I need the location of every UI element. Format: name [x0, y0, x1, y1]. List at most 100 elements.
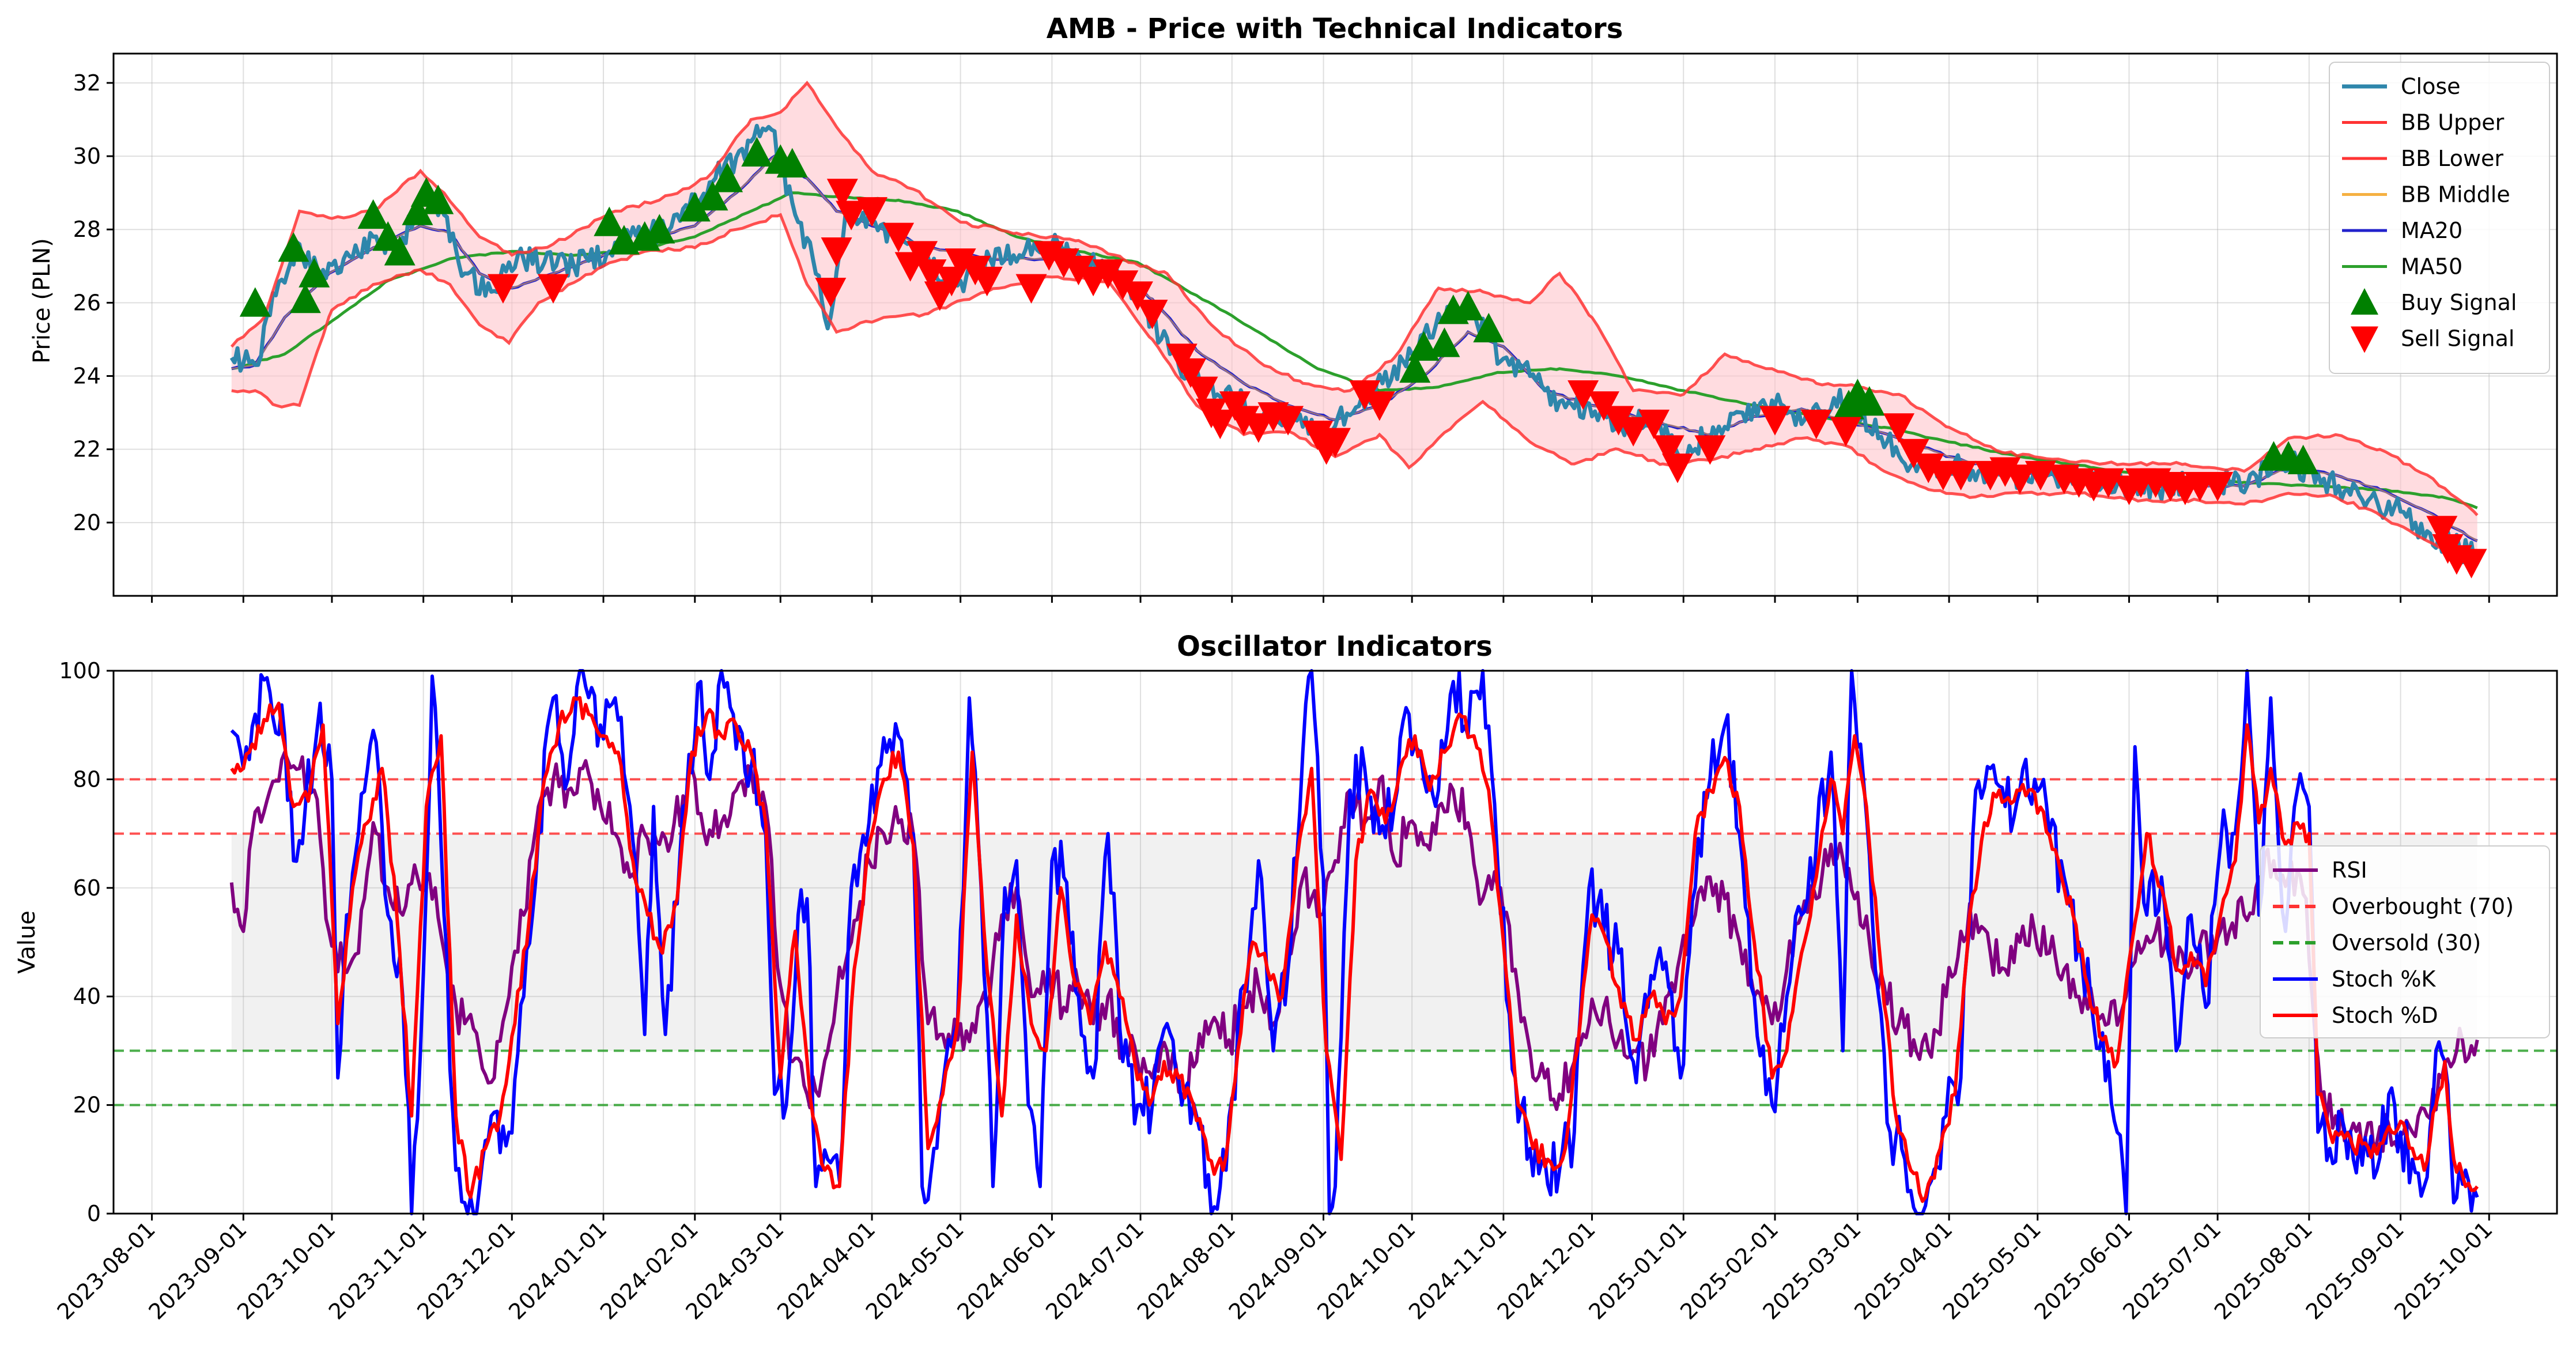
buy-signal-marker — [679, 192, 711, 222]
price-y-tick-label: 32 — [73, 70, 101, 96]
sell-signal-marker — [1063, 255, 1094, 286]
oscillator-y-ticks: 0 20 40 60 80 100 — [59, 658, 114, 1226]
sell-signal-marker — [1363, 391, 1395, 421]
sell-signal-marker — [1662, 454, 1694, 483]
buy-signal-marker — [1853, 386, 1885, 416]
sell-signal-marker — [1272, 406, 1304, 436]
legend-label: MA50 — [2401, 254, 2462, 279]
legend-swatch — [2351, 288, 2378, 315]
sell-signal-marker — [1136, 300, 1168, 330]
legend-label: BB Lower — [2401, 146, 2503, 171]
legend-label: Oversold (30) — [2332, 930, 2481, 955]
oscillator-y-axis-label: Value — [14, 910, 40, 974]
oscillator-y-tick-label: 20 — [73, 1093, 101, 1118]
price-legend-box — [2329, 62, 2550, 374]
buy-signal-marker — [741, 137, 773, 167]
sell-signal-marker — [2202, 471, 2234, 502]
sell-signal-marker — [487, 274, 519, 304]
sell-signal-marker — [883, 222, 915, 252]
sell-signal-marker — [1015, 274, 1047, 304]
legend-label: BB Middle — [2401, 182, 2510, 207]
sell-signal-marker — [971, 266, 1003, 297]
sell-signal-marker — [2426, 516, 2458, 546]
price-panel: AMB - Price with Technical Indicators Pr… — [29, 13, 2558, 603]
sell-signal-marker — [1349, 380, 1381, 410]
sell-signal-marker — [1638, 409, 1670, 440]
oscillator-y-tick-label: 0 — [87, 1201, 101, 1226]
price-x-ticks — [151, 596, 2490, 603]
buy-signal-marker — [357, 199, 389, 229]
sell-signal-marker — [924, 281, 955, 311]
legend-label: RSI — [2332, 857, 2367, 883]
buy-signal-marker — [402, 195, 433, 225]
sell-signal-marker — [2004, 464, 2036, 494]
oscillator-plot-area — [114, 669, 2557, 1215]
oscillator-axes-frame — [112, 670, 2558, 1215]
sell-signal-marker — [1618, 417, 1649, 447]
price-y-tick-label: 28 — [73, 217, 101, 242]
buy-signal-marker — [384, 236, 416, 266]
oscillator-legend: RSI Overbought (70) Oversold (30) Stoch %K S… — [2260, 845, 2550, 1038]
buy-signal-marker — [289, 283, 321, 313]
sell-signal-marker — [1121, 281, 1153, 311]
legend-label: Close — [2401, 74, 2461, 99]
price-y-tick-label: 30 — [73, 143, 101, 169]
sell-signal-marker — [2024, 460, 2056, 491]
oscillator-y-tick-label: 80 — [73, 766, 101, 792]
price-gridlines — [114, 54, 2557, 596]
buy-signal-marker — [299, 258, 330, 288]
price-y-tick-label: 26 — [73, 290, 101, 315]
sell-signal-marker — [1175, 358, 1207, 388]
price-legend: Close BB Upper BB Lower BB Middle MA20 MA50 Bu… — [2329, 62, 2550, 374]
price-y-tick-label: 24 — [73, 364, 101, 389]
buy-signal-marker — [1399, 353, 1431, 383]
sell-signal-marker — [537, 274, 569, 304]
sell-signal-marker — [1567, 380, 1599, 410]
buy-signal-marker — [422, 184, 454, 214]
oscillator-y-tick-label: 60 — [73, 875, 101, 901]
price-y-ticks: 20 22 24 26 28 30 32 — [73, 70, 114, 535]
buy-signal-marker — [1452, 290, 1484, 321]
oscillator-y-tick-label: 40 — [73, 984, 101, 1009]
buy-signal-marker — [239, 287, 271, 317]
oscillator-y-tick-label: 100 — [59, 658, 101, 683]
price-axes-frame — [112, 52, 2558, 597]
sell-signal-marker — [1204, 409, 1236, 440]
buy-signal-marker — [278, 232, 309, 262]
buy-signal-marker — [1429, 327, 1460, 357]
oscillator-legend-box — [2260, 845, 2550, 1038]
sell-signal-marker — [821, 237, 852, 267]
buy-signal-marker — [697, 180, 728, 211]
sell-signal-marker — [1883, 413, 1915, 443]
sell-signal-marker — [1945, 460, 1977, 491]
legend-label: Overbought (70) — [2332, 894, 2514, 919]
sell-signal-marker — [1107, 270, 1139, 300]
buy-signal-marker — [712, 163, 743, 192]
price-y-tick-label: 20 — [73, 510, 101, 535]
buy-signal-marker — [372, 221, 404, 251]
bb-lower-line — [231, 213, 2478, 565]
sell-signal-marker — [1603, 406, 1634, 436]
buy-signal-marker — [776, 148, 808, 178]
legend-label: Stoch %K — [2332, 966, 2436, 992]
buy-signal-marker — [644, 214, 675, 244]
buy-signal-marker — [1473, 312, 1505, 343]
legend-label: Stoch %D — [2332, 1003, 2438, 1028]
sell-signal-marker — [815, 277, 847, 308]
sell-signal-marker — [1694, 435, 1726, 465]
sell-signal-marker — [906, 241, 938, 271]
legend-label: Buy Signal — [2401, 290, 2517, 315]
price-y-axis-label: Price (PLN) — [29, 238, 55, 364]
sell-signal-marker — [856, 197, 888, 227]
price-plot-area — [229, 81, 2487, 579]
sell-signal-marker — [1187, 376, 1218, 406]
sell-signal-marker — [1759, 406, 1791, 436]
sell-signal-marker — [836, 201, 867, 231]
buy-signal-marker — [594, 206, 625, 236]
legend-swatch — [2351, 326, 2378, 353]
sell-signal-marker — [1092, 259, 1124, 289]
sell-signal-marker — [1830, 417, 1861, 447]
buy-signal-marker — [2287, 444, 2319, 475]
legend-label: MA20 — [2401, 218, 2462, 243]
